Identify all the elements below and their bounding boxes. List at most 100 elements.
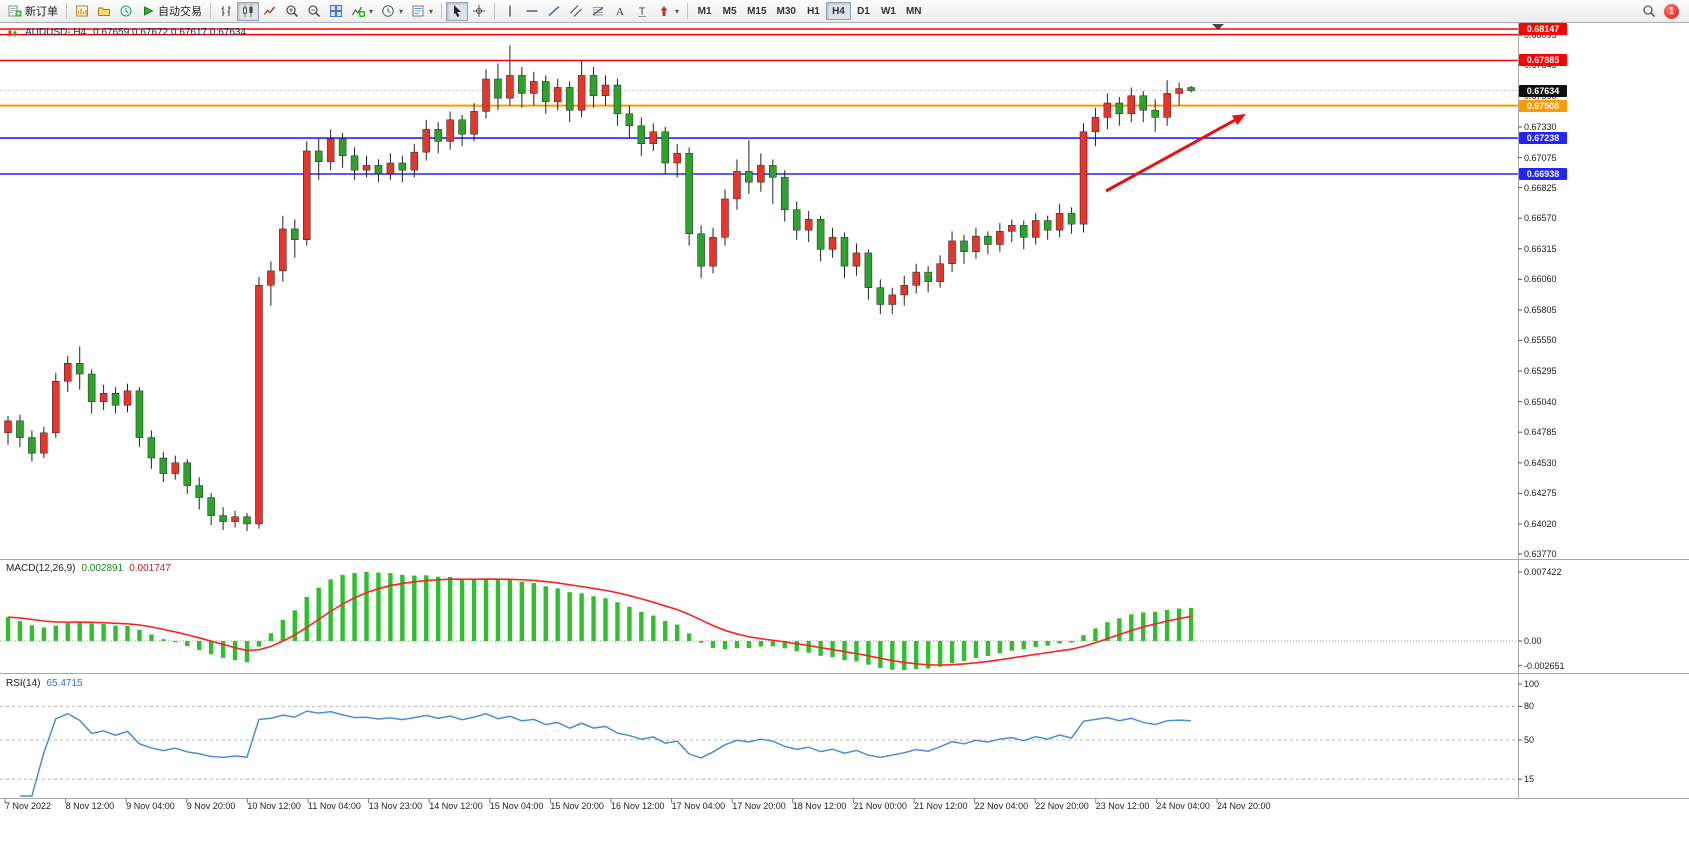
candle-body xyxy=(816,219,825,250)
resistance-line-top-price-badge: 0.68147 xyxy=(1519,23,1567,35)
timeframe-m5-button[interactable]: M5 xyxy=(717,2,742,20)
price-scale-label: 0.65550 xyxy=(1524,335,1557,346)
macd-bar xyxy=(567,592,572,641)
chart-shift-marker[interactable] xyxy=(1212,24,1224,30)
candle-body xyxy=(326,138,335,163)
timeframe-m1-button[interactable]: M1 xyxy=(692,2,717,20)
candle-body xyxy=(52,380,60,434)
horizontal-line-button[interactable] xyxy=(521,2,543,21)
bar-chart-button[interactable] xyxy=(215,2,237,21)
new-order-button[interactable]: 新订单 xyxy=(4,2,62,21)
candle-body xyxy=(111,392,120,406)
vertical-line-button[interactable] xyxy=(499,2,521,21)
channel-icon xyxy=(569,4,583,18)
channel-button[interactable] xyxy=(565,2,587,21)
timeframe-w1-button[interactable]: W1 xyxy=(876,2,901,20)
candle-body xyxy=(1115,102,1124,115)
candle-body xyxy=(279,228,287,272)
crosshair-button[interactable] xyxy=(468,2,490,21)
candle-body xyxy=(792,209,801,231)
timeframe-d1-button[interactable]: D1 xyxy=(851,2,876,20)
new-chart-button[interactable] xyxy=(71,2,93,21)
fibonacci-button[interactable] xyxy=(587,2,609,21)
new-chart-icon xyxy=(75,4,89,18)
candle-body xyxy=(1067,213,1076,225)
candle-body xyxy=(374,165,383,175)
macd-bar xyxy=(1188,607,1194,641)
trendline-button[interactable] xyxy=(543,2,565,21)
timeframe-mn-button[interactable]: MN xyxy=(901,2,927,20)
market-watch-button[interactable] xyxy=(115,2,137,21)
templates-button[interactable]: ▾ xyxy=(407,2,437,21)
new-order-button-label: 新订单 xyxy=(25,6,58,18)
candle-body xyxy=(948,240,956,264)
line-chart-button[interactable] xyxy=(259,2,281,21)
macd-scale-label: 0.00 xyxy=(1524,636,1542,646)
price-scale-label: 0.64785 xyxy=(1524,427,1557,438)
zoom-out-button[interactable] xyxy=(303,2,325,21)
indicators-button[interactable]: ▾ xyxy=(347,2,377,21)
candle-body xyxy=(458,119,466,135)
auto-trading-icon xyxy=(141,4,155,18)
macd-bar xyxy=(328,579,333,641)
candle-body xyxy=(1079,131,1088,225)
tile-windows-button[interactable] xyxy=(325,2,347,21)
candle-body xyxy=(649,131,658,145)
profiles-button[interactable] xyxy=(93,2,115,21)
macd-bar xyxy=(937,641,943,667)
macd-bar xyxy=(436,576,441,641)
macd-bar xyxy=(615,602,620,641)
text-button[interactable]: A xyxy=(609,2,631,21)
macd-bar xyxy=(591,596,596,641)
vline-icon xyxy=(503,4,517,18)
timeframe-h1-button[interactable]: H1 xyxy=(801,2,826,20)
macd-bar xyxy=(627,606,632,641)
candle-body xyxy=(912,271,920,286)
chevron-down-icon[interactable]: ▾ xyxy=(369,6,374,16)
chevron-down-icon[interactable]: ▾ xyxy=(675,6,680,16)
market-watch-icon xyxy=(119,4,133,18)
trend-arrow[interactable] xyxy=(1105,118,1236,193)
label-button[interactable]: T xyxy=(631,2,653,21)
time-axis-label: 9 Nov 20:00 xyxy=(186,801,236,811)
zoom-in-button[interactable] xyxy=(281,2,303,21)
fibonacci-icon xyxy=(591,4,605,18)
macd-bar xyxy=(483,578,489,641)
chevron-down-icon[interactable]: ▾ xyxy=(399,6,404,16)
macd-bar xyxy=(459,578,465,641)
candle-body xyxy=(733,171,741,200)
macd-bar xyxy=(125,625,130,641)
candle-body xyxy=(434,129,442,142)
candles xyxy=(4,45,1195,532)
toolbar-separator xyxy=(441,3,443,19)
new-order-icon xyxy=(8,4,22,18)
periods-button[interactable]: ▾ xyxy=(377,2,407,21)
time-axis-label: 15 Nov 20:00 xyxy=(550,801,604,811)
cursor-button[interactable] xyxy=(446,1,469,21)
candle-body xyxy=(1091,117,1100,133)
candle-body xyxy=(745,171,753,183)
candlestick-button[interactable] xyxy=(237,1,259,21)
macd-bar xyxy=(1009,641,1014,651)
timeframe-m30-button[interactable]: M30 xyxy=(772,2,801,20)
auto-trading-button[interactable]: 自动交易 xyxy=(137,2,206,21)
candle-body xyxy=(446,119,454,142)
candle-body xyxy=(506,75,514,99)
time-axis-label: 24 Nov 20:00 xyxy=(1217,801,1271,811)
timeframe-m15-button[interactable]: M15 xyxy=(742,2,771,20)
chevron-down-icon[interactable]: ▾ xyxy=(429,6,434,16)
macd-bar xyxy=(424,575,429,641)
price-scale-label: 0.64530 xyxy=(1524,457,1557,468)
toolbar-separator xyxy=(210,3,211,19)
candle-body xyxy=(972,235,980,252)
candle-body xyxy=(470,111,478,135)
notification-badge[interactable]: 1 xyxy=(1664,3,1679,19)
search-button[interactable] xyxy=(1638,2,1660,21)
time-axis-label: 18 Nov 12:00 xyxy=(792,801,847,811)
timeframe-h4-button[interactable]: H4 xyxy=(825,2,851,20)
arrows-button[interactable]: ▾ xyxy=(653,2,683,21)
macd-bar xyxy=(1093,628,1098,641)
candle-body xyxy=(1031,220,1040,238)
